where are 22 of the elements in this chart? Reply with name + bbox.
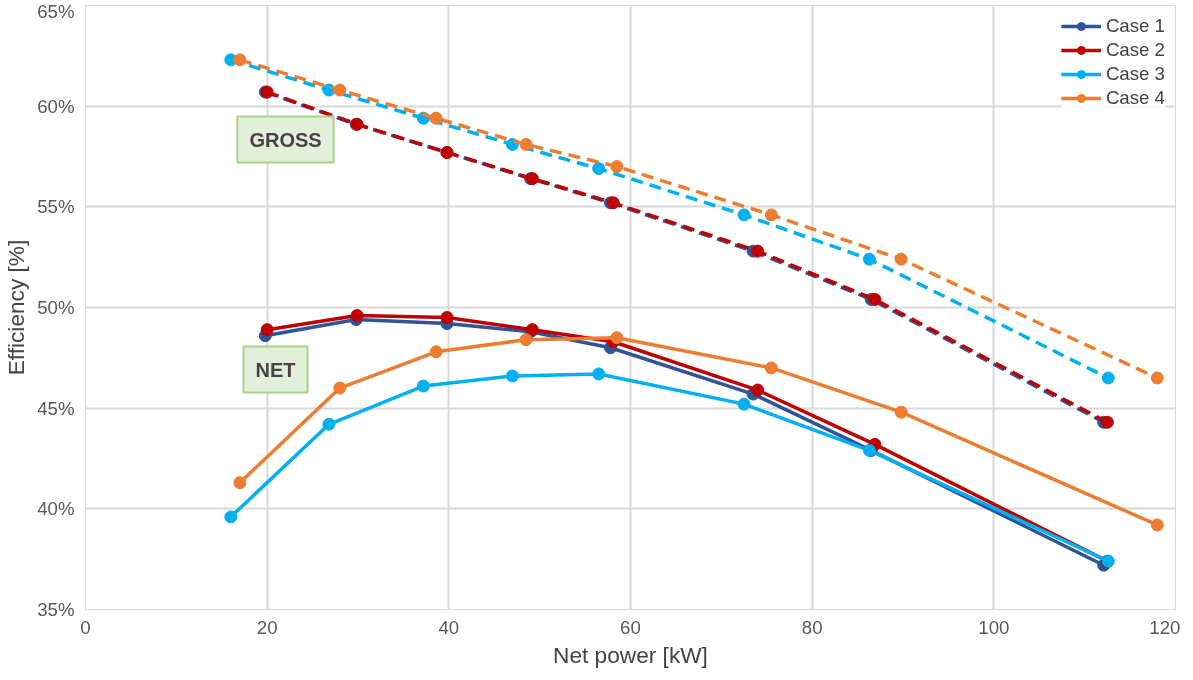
y-tick-label: 50%	[37, 297, 75, 318]
legend-label: Case 1	[1105, 15, 1165, 37]
x-axis-title: Net power [kW]	[553, 641, 708, 668]
y-tick-label: 35%	[37, 599, 75, 620]
legend-label: Case 3	[1105, 63, 1165, 85]
y-axis-title: Efficiency [%]	[3, 239, 30, 376]
x-tick-label: 20	[256, 616, 278, 638]
legend-label: Case 4	[1105, 87, 1165, 109]
annotation: NET	[255, 358, 296, 381]
x-tick-label: 80	[801, 616, 823, 638]
y-tick-label: 55%	[37, 196, 75, 218]
y-tick-label: 60%	[37, 95, 75, 117]
legend-label: Case 2	[1105, 39, 1165, 61]
x-tick-label: 40	[438, 616, 460, 638]
x-tick-label: 120	[1149, 616, 1181, 638]
x-tick-label: 100	[978, 616, 1010, 638]
y-tick-label: 40%	[37, 498, 75, 520]
y-tick-label: 65%	[37, 0, 75, 22]
annotation: GROSS	[249, 128, 322, 151]
y-tick-label: 45%	[37, 397, 75, 419]
x-tick-label: 0	[80, 616, 91, 638]
x-tick-label: 60	[620, 616, 641, 638]
